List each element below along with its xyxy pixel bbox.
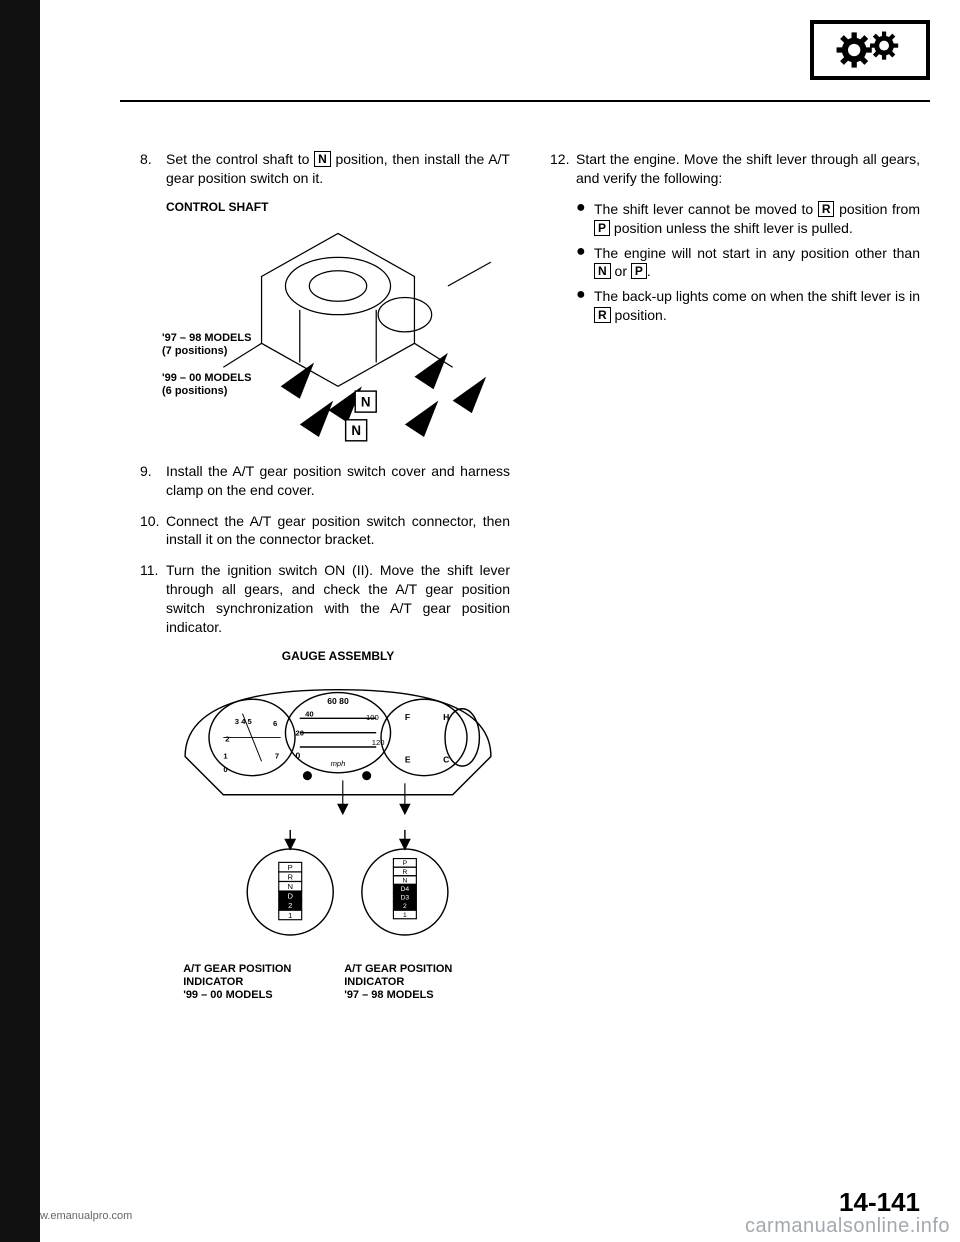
step-number: 11.	[140, 561, 166, 637]
svg-text:P: P	[288, 863, 293, 872]
step-12: 12. Start the engine. Move the shift lev…	[550, 150, 920, 188]
footer-url: w.emanualpro.com	[40, 1210, 132, 1222]
svg-text:D3: D3	[401, 895, 410, 902]
svg-text:2: 2	[225, 734, 229, 743]
svg-text:R: R	[287, 872, 293, 881]
right-column: 12. Start the engine. Move the shift lev…	[550, 150, 920, 1172]
svg-text:N: N	[351, 423, 361, 438]
left-column: 8. Set the control shaft to N position, …	[140, 150, 510, 1172]
step-10: 10. Connect the A/T gear position switch…	[140, 512, 510, 550]
fig2-indicators: P R N D 2 1 P R N	[166, 827, 510, 957]
svg-text:120: 120	[372, 738, 385, 747]
fig2-captions: A/T GEAR POSITION INDICATOR '99 – 00 MOD…	[183, 963, 493, 1003]
svg-text:D4: D4	[401, 886, 410, 893]
bullet-item: ● The engine will not start in any posit…	[576, 244, 920, 282]
watermark: carmanualsonline.info	[745, 1215, 950, 1238]
bullet-dot: ●	[576, 244, 594, 282]
logo-box	[810, 20, 930, 80]
step-number: 10.	[140, 512, 166, 550]
fig1-diagram: N N '97 – 98 MODELS (7 positions) '99 – …	[166, 214, 510, 444]
content-area: 8. Set the control shaft to N position, …	[140, 150, 920, 1172]
fig2-caption-left: A/T GEAR POSITION INDICATOR '99 – 00 MOD…	[183, 963, 332, 1003]
svg-text:C: C	[443, 754, 449, 764]
bullet-text: The back-up lights come on when the shif…	[594, 287, 920, 325]
fig1-title: CONTROL SHAFT	[166, 200, 268, 214]
svg-text:1: 1	[403, 912, 407, 919]
svg-text:N: N	[402, 877, 407, 884]
svg-text:H: H	[443, 712, 449, 722]
step-number: 12.	[550, 150, 576, 188]
fig2-title: GAUGE ASSEMBLY	[166, 649, 510, 663]
bullet-dot: ●	[576, 287, 594, 325]
svg-text:N: N	[287, 882, 293, 891]
bullet-item: ● The shift lever cannot be moved to R p…	[576, 200, 920, 238]
step-text: Set the control shaft to N position, the…	[166, 150, 510, 188]
fig1-label-b: '99 – 00 MODELS (6 positions)	[162, 372, 251, 398]
fig2-diagram: 60 80 40 100 20 120 0 mph 3 4 5 2 6 1 7	[166, 667, 510, 827]
figure-gauge-assembly: GAUGE ASSEMBLY 6 0	[166, 649, 510, 1003]
gears-icon	[825, 28, 915, 72]
svg-text:7: 7	[275, 751, 279, 760]
svg-text:0: 0	[295, 750, 300, 760]
bullet-dot: ●	[576, 200, 594, 238]
fig1-label-a: '97 – 98 MODELS (7 positions)	[162, 332, 251, 358]
bullet-list: ● The shift lever cannot be moved to R p…	[576, 200, 920, 325]
step-text: Start the engine. Move the shift lever t…	[576, 150, 920, 188]
svg-text:mph: mph	[331, 759, 346, 768]
svg-text:60 80: 60 80	[327, 696, 349, 706]
step-number: 9.	[140, 462, 166, 500]
bullet-text: The shift lever cannot be moved to R pos…	[594, 200, 920, 238]
svg-text:2: 2	[403, 903, 407, 910]
step-number: 8.	[140, 150, 166, 188]
svg-text:E: E	[405, 754, 411, 764]
page-number: 14-141	[839, 1187, 920, 1218]
svg-text:20: 20	[296, 728, 304, 737]
svg-text:N: N	[361, 394, 371, 409]
step-8: 8. Set the control shaft to N position, …	[140, 150, 510, 188]
step-text: Turn the ignition switch ON (II). Move t…	[166, 561, 510, 637]
svg-text:R: R	[402, 869, 407, 876]
svg-text:1: 1	[223, 751, 228, 760]
svg-text:1: 1	[288, 911, 292, 920]
step-9: 9. Install the A/T gear position switch …	[140, 462, 510, 500]
svg-text:D: D	[287, 892, 293, 901]
svg-text:6: 6	[273, 719, 277, 728]
svg-text:3 4 5: 3 4 5	[235, 717, 253, 726]
bullet-item: ● The back-up lights come on when the sh…	[576, 287, 920, 325]
horizontal-rule	[120, 100, 930, 102]
svg-text:100: 100	[366, 713, 379, 722]
bullet-text: The engine will not start in any positio…	[594, 244, 920, 282]
figure-control-shaft: CONTROL SHAFT	[166, 200, 510, 444]
svg-text:40: 40	[305, 709, 313, 718]
svg-text:0: 0	[223, 765, 227, 774]
key-n: N	[314, 151, 331, 167]
step-text: Connect the A/T gear position switch con…	[166, 512, 510, 550]
step-text: Install the A/T gear position switch cov…	[166, 462, 510, 500]
step-11: 11. Turn the ignition switch ON (II). Mo…	[140, 561, 510, 637]
page: 8. Set the control shaft to N position, …	[40, 0, 960, 1242]
svg-text:P: P	[403, 860, 408, 867]
fig2-caption-right: A/T GEAR POSITION INDICATOR '97 – 98 MOD…	[344, 963, 493, 1003]
svg-text:F: F	[405, 712, 410, 722]
svg-text:2: 2	[288, 901, 292, 910]
